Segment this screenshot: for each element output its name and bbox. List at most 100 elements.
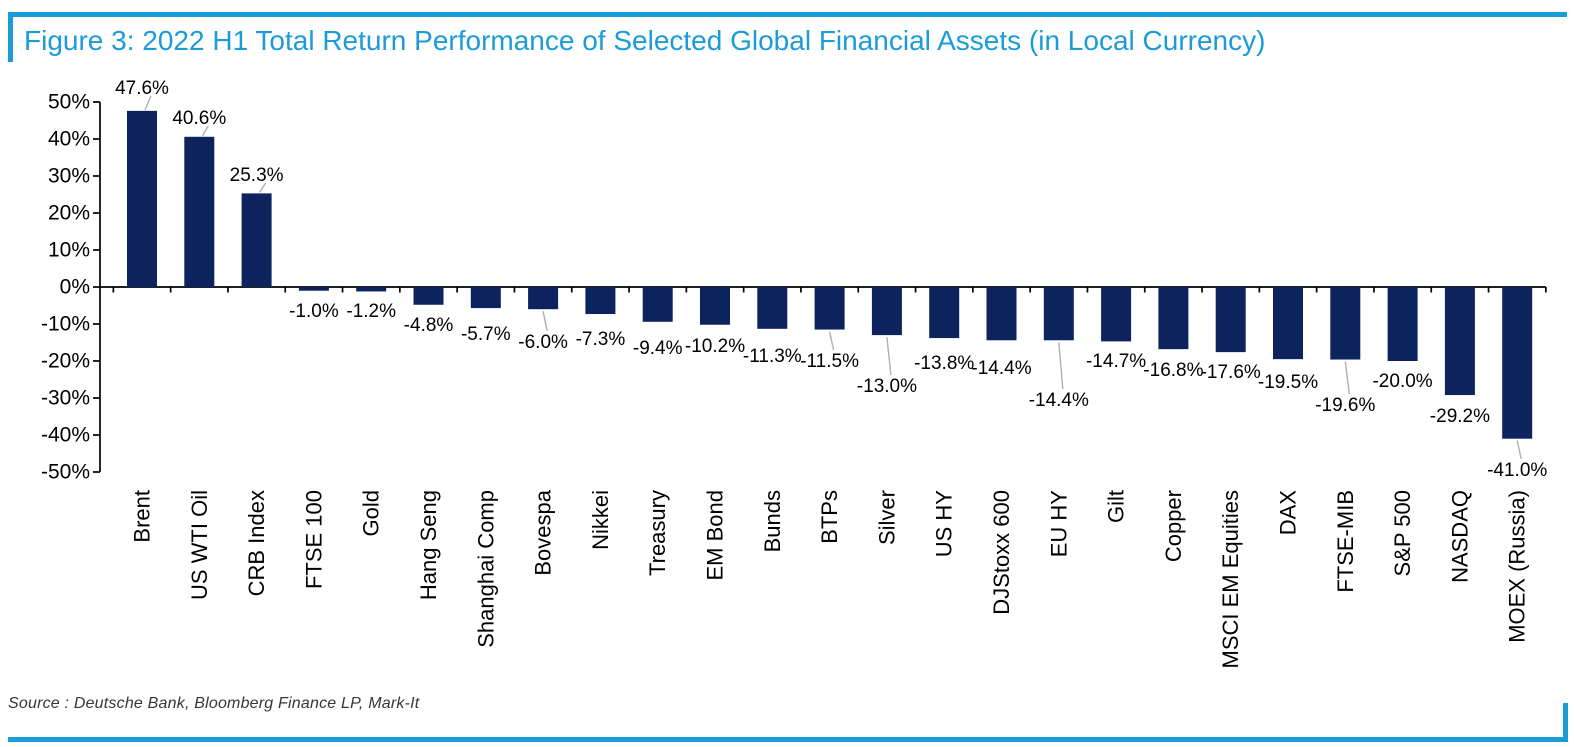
- figure-title: Figure 3: 2022 H1 Total Return Performan…: [24, 25, 1266, 56]
- label-leader-line: [1516, 440, 1522, 460]
- bar: [929, 287, 960, 339]
- bar-value-label: -11.5%: [800, 351, 859, 372]
- bar: [470, 287, 501, 309]
- category-label: EU HY: [1046, 490, 1071, 558]
- bar-value-label: -5.7%: [461, 324, 511, 345]
- y-tick-label: -40%: [41, 424, 90, 447]
- category-label: S&P 500: [1390, 490, 1415, 576]
- y-tick-label: 30%: [48, 165, 90, 188]
- category-label: CRB Index: [244, 490, 269, 596]
- bar-value-label: -17.6%: [1201, 362, 1261, 383]
- source-note: Source : Deutsche Bank, Bloomberg Financ…: [8, 695, 420, 712]
- bar-chart: 50% 40% 30% 20% 10% 0% -10% -20% -30% -40% -50% 47.…: [41, 78, 1547, 669]
- y-tick-label: -10%: [41, 313, 90, 336]
- y-tick-label: -50%: [41, 461, 90, 484]
- bar: [1502, 287, 1533, 439]
- bar-value-label: -20.0%: [1372, 371, 1432, 392]
- bar: [1273, 287, 1303, 360]
- bar: [356, 287, 387, 292]
- bar-value-label: -6.0%: [518, 332, 568, 353]
- y-tick-label: -30%: [41, 387, 90, 410]
- bar-value-label: -13.0%: [857, 376, 917, 397]
- label-leader-line: [1344, 361, 1350, 395]
- bar-value-label: -14.4%: [971, 358, 1031, 379]
- bar-value-label: 47.6%: [115, 78, 169, 99]
- y-tick-label: 10%: [48, 239, 90, 262]
- category-label: MOEX (Russia): [1505, 490, 1530, 643]
- bar-value-label: -1.2%: [346, 301, 396, 322]
- bar-value-label: -19.6%: [1315, 395, 1375, 416]
- bar: [986, 287, 1017, 341]
- category-label: Bunds: [760, 490, 785, 552]
- category-label: US WTI Oil: [187, 490, 212, 600]
- bottom-accent-line: [8, 737, 1568, 742]
- bar: [413, 287, 444, 305]
- bar-value-label: -13.8%: [914, 353, 974, 374]
- bar-value-label: -14.4%: [1029, 390, 1089, 411]
- bar: [1158, 287, 1189, 350]
- bar-value-label: -29.2%: [1430, 406, 1490, 427]
- label-leader-line: [1058, 342, 1064, 390]
- label-leader-line: [259, 182, 267, 193]
- category-label: BTPs: [817, 490, 842, 544]
- bar: [585, 287, 616, 315]
- category-label: Nikkei: [588, 490, 613, 550]
- bar: [871, 287, 902, 336]
- bar: [127, 110, 157, 287]
- category-label: Copper: [1161, 490, 1186, 562]
- category-label: Hang Seng: [416, 490, 441, 600]
- y-tick-label: 20%: [48, 202, 90, 225]
- bar: [1387, 287, 1418, 361]
- category-label: Bovespa: [531, 489, 556, 575]
- bar-value-label: -11.3%: [743, 346, 802, 367]
- category-label: Shanghai Comp: [473, 490, 498, 648]
- label-leader-line: [542, 311, 548, 332]
- category-label: Brent: [130, 490, 155, 543]
- category-label: US HY: [932, 490, 957, 558]
- bar: [1043, 287, 1074, 341]
- category-label: EM Bond: [703, 490, 728, 581]
- bar-value-label: -4.8%: [404, 315, 454, 336]
- bar: [298, 287, 329, 291]
- bar-value-label: -7.3%: [576, 329, 626, 350]
- bar: [1101, 287, 1132, 342]
- bar-value-label: -41.0%: [1487, 460, 1547, 481]
- bar: [814, 287, 845, 330]
- bottom-right-accent-bar: [1563, 703, 1568, 742]
- bar-value-label: -16.8%: [1143, 360, 1203, 381]
- bar-value-label: -1.0%: [289, 301, 339, 322]
- bar-value-label: -14.7%: [1086, 351, 1146, 372]
- bar-value-label: -10.2%: [685, 336, 745, 357]
- category-label: NASDAQ: [1447, 490, 1472, 583]
- bar: [184, 136, 215, 287]
- category-label: MSCI EM Equities: [1218, 490, 1243, 669]
- category-label: FTSE 100: [301, 490, 326, 589]
- bar-value-label: -9.4%: [633, 338, 683, 359]
- category-label: Silver: [874, 490, 899, 545]
- bar: [528, 287, 559, 310]
- category-label: Gilt: [1104, 490, 1129, 523]
- title-accent-bar: [8, 12, 13, 62]
- category-label: DJStoxx 600: [989, 490, 1014, 615]
- bar: [1330, 287, 1361, 360]
- category-label: DAX: [1276, 490, 1301, 536]
- bar: [241, 193, 272, 287]
- y-tick-label: -20%: [41, 350, 90, 373]
- bar: [1444, 287, 1475, 396]
- y-tick-label: 40%: [48, 128, 90, 151]
- bar: [642, 287, 673, 322]
- label-leader-line: [201, 125, 209, 137]
- bar-value-label: -19.5%: [1258, 372, 1318, 393]
- category-label: Gold: [359, 490, 384, 536]
- bar: [757, 287, 788, 329]
- y-tick-label: 50%: [48, 91, 90, 114]
- bar: [700, 287, 730, 325]
- bar-value-label: 25.3%: [230, 165, 284, 186]
- top-accent-line: [8, 12, 1567, 17]
- bar: [1215, 287, 1246, 353]
- y-tick-label: 0%: [60, 276, 90, 299]
- bar-value-label: 40.6%: [172, 108, 226, 129]
- label-leader-line: [886, 337, 892, 376]
- category-label: FTSE-MIB: [1333, 490, 1358, 593]
- category-label: Treasury: [645, 490, 670, 576]
